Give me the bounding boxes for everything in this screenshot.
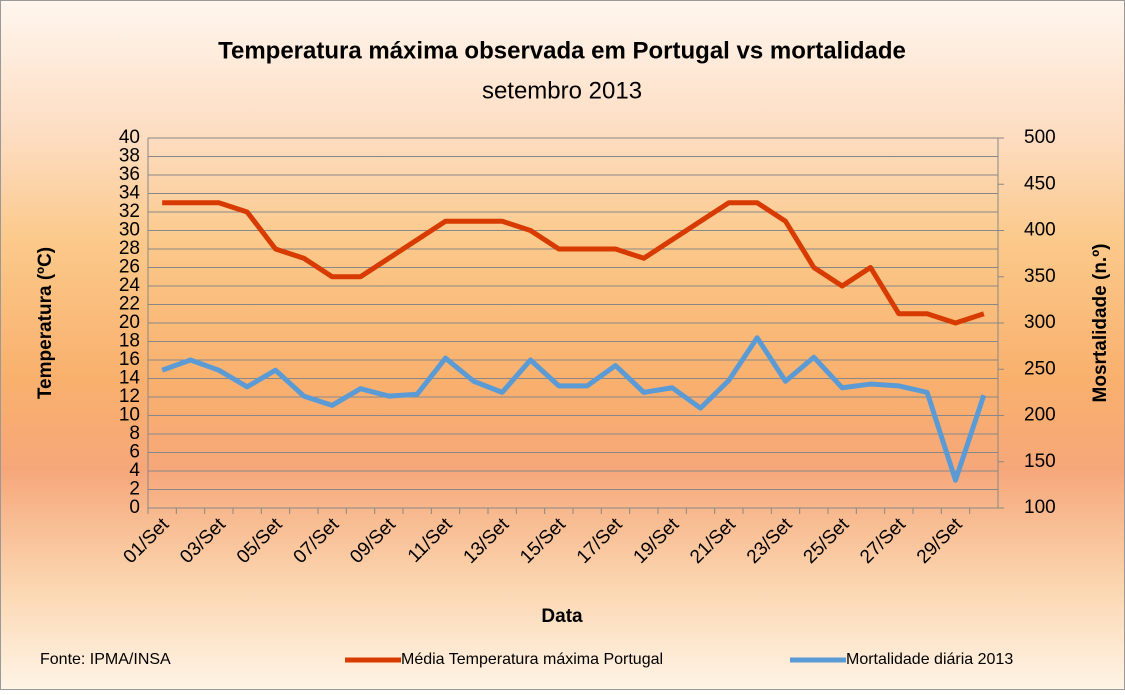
y-tick-label: 30 xyxy=(119,220,140,241)
source: Fonte: IPMA/INSA xyxy=(40,651,171,668)
y2-tick-label: 300 xyxy=(1024,312,1056,333)
y2-tick-label: 200 xyxy=(1024,405,1056,426)
y-tick-label: 34 xyxy=(119,183,141,204)
y-tick-label: 38 xyxy=(119,146,140,167)
y-tick-label: 4 xyxy=(129,460,140,481)
y2-tick-label: 150 xyxy=(1024,451,1056,472)
y-tick-label: 40 xyxy=(119,127,140,148)
series-line xyxy=(161,335,987,483)
x-axis-label: Data xyxy=(541,606,583,627)
y-tick-label: 10 xyxy=(119,405,140,426)
y2-tick-label: 450 xyxy=(1024,173,1056,194)
y2-tick-label: 250 xyxy=(1024,358,1056,379)
y-tick-label: 0 xyxy=(129,497,140,518)
y2-axis-label: Mosrtalidade (n.º) xyxy=(1090,244,1111,403)
y-tick-label: 6 xyxy=(129,442,140,463)
y-axis-label: Temperatura (ºC) xyxy=(35,247,56,399)
y-tick-label: 14 xyxy=(119,368,141,389)
legend-label: Média Temperatura máxima Portugal xyxy=(401,651,663,668)
series-line xyxy=(162,200,985,326)
y-tick-label: 20 xyxy=(119,312,140,333)
y-tick-label: 26 xyxy=(119,257,140,278)
y2-tick-label: 100 xyxy=(1024,497,1056,518)
y-tick-label: 22 xyxy=(119,294,140,315)
y-tick-label: 16 xyxy=(119,349,140,370)
y-tick-label: 36 xyxy=(119,164,140,185)
y2-tick-label: 500 xyxy=(1024,127,1056,148)
chart-title: Temperatura máxima observada em Portugal… xyxy=(218,37,906,64)
y-tick-label: 2 xyxy=(129,479,140,500)
y-tick-label: 12 xyxy=(119,386,140,407)
y-tick-label: 28 xyxy=(119,238,140,259)
y-tick-label: 18 xyxy=(119,331,140,352)
y-tick-label: 8 xyxy=(129,423,140,444)
y-tick-label: 32 xyxy=(119,201,140,222)
y-tick-label: 24 xyxy=(119,275,141,296)
chart-subtitle: setembro 2013 xyxy=(482,77,642,104)
legend-label: Mortalidade diária 2013 xyxy=(846,651,1013,668)
y2-tick-label: 350 xyxy=(1024,266,1056,287)
y2-tick-label: 400 xyxy=(1024,220,1056,241)
